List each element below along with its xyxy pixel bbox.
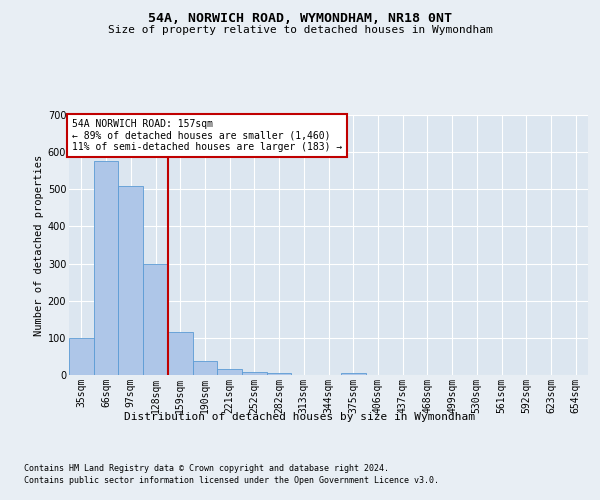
Text: Contains public sector information licensed under the Open Government Licence v3: Contains public sector information licen… xyxy=(24,476,439,485)
Text: Distribution of detached houses by size in Wymondham: Distribution of detached houses by size … xyxy=(125,412,476,422)
Text: Size of property relative to detached houses in Wymondham: Size of property relative to detached ho… xyxy=(107,25,493,35)
Bar xyxy=(267,373,292,375)
Bar xyxy=(69,338,94,375)
Bar xyxy=(94,162,118,375)
Text: 54A, NORWICH ROAD, WYMONDHAM, NR18 0NT: 54A, NORWICH ROAD, WYMONDHAM, NR18 0NT xyxy=(148,12,452,26)
Bar xyxy=(118,186,143,375)
Bar xyxy=(168,332,193,375)
Bar xyxy=(143,264,168,375)
Bar xyxy=(341,373,365,375)
Bar xyxy=(242,372,267,375)
Text: 54A NORWICH ROAD: 157sqm
← 89% of detached houses are smaller (1,460)
11% of sem: 54A NORWICH ROAD: 157sqm ← 89% of detach… xyxy=(71,119,342,152)
Bar xyxy=(193,361,217,375)
Bar xyxy=(217,370,242,375)
Y-axis label: Number of detached properties: Number of detached properties xyxy=(34,154,44,336)
Text: Contains HM Land Registry data © Crown copyright and database right 2024.: Contains HM Land Registry data © Crown c… xyxy=(24,464,389,473)
